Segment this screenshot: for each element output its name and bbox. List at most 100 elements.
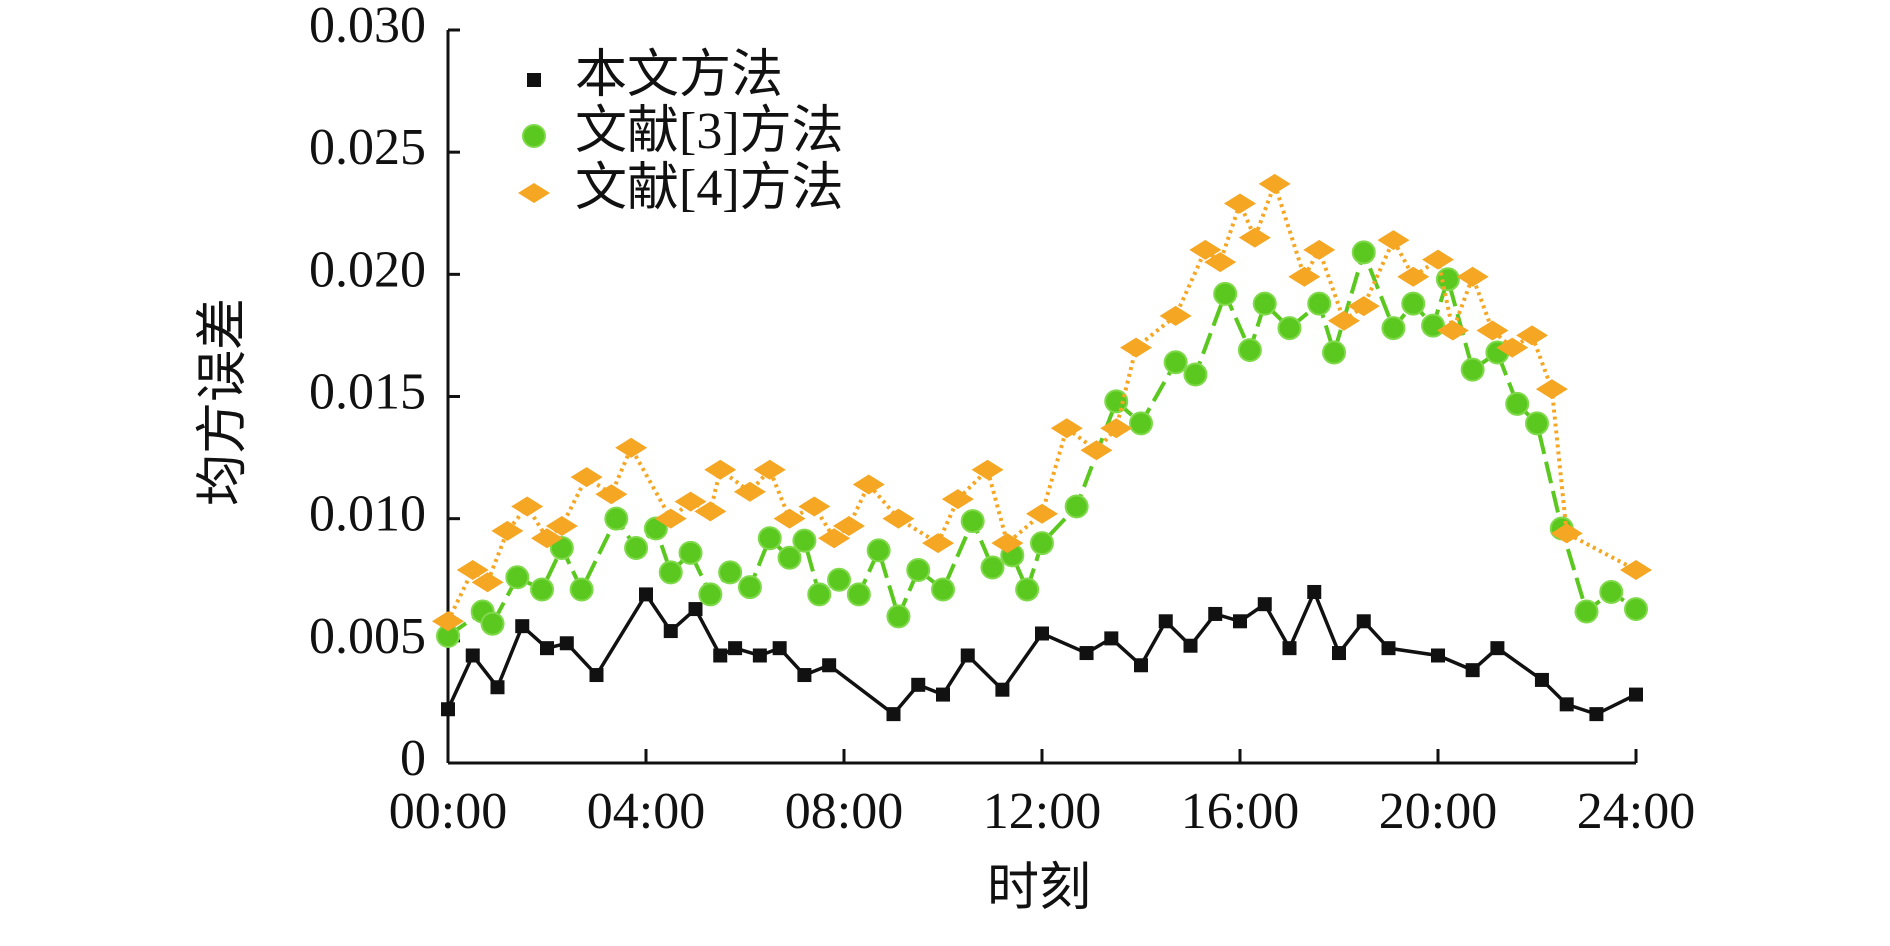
marker bbox=[456, 559, 489, 580]
marker bbox=[1224, 193, 1256, 214]
marker bbox=[757, 526, 782, 551]
marker bbox=[1079, 646, 1094, 661]
marker bbox=[694, 501, 727, 522]
marker bbox=[663, 624, 678, 639]
x-tick-label: 04:00 bbox=[587, 783, 705, 840]
marker bbox=[1435, 267, 1460, 292]
marker bbox=[1574, 599, 1599, 624]
marker bbox=[1183, 362, 1208, 387]
marker bbox=[995, 682, 1010, 697]
marker bbox=[1624, 597, 1648, 622]
marker bbox=[1277, 316, 1302, 341]
marker bbox=[1257, 597, 1272, 612]
x-tick-label: 16:00 bbox=[1181, 783, 1299, 840]
marker bbox=[1104, 389, 1129, 414]
marker bbox=[559, 636, 574, 651]
marker bbox=[807, 582, 832, 607]
marker bbox=[1431, 648, 1445, 663]
marker bbox=[1030, 531, 1054, 556]
marker bbox=[1381, 316, 1406, 341]
marker bbox=[1252, 291, 1277, 316]
marker bbox=[1327, 310, 1360, 331]
legend-marker bbox=[518, 183, 550, 203]
marker bbox=[1490, 641, 1505, 656]
marker bbox=[549, 535, 574, 560]
marker bbox=[1129, 411, 1153, 436]
marker bbox=[1599, 579, 1624, 604]
marker bbox=[1465, 663, 1480, 678]
marker bbox=[1589, 707, 1604, 722]
marker bbox=[530, 577, 555, 602]
marker bbox=[1080, 440, 1113, 461]
marker bbox=[540, 641, 554, 656]
marker bbox=[1381, 641, 1396, 656]
marker bbox=[882, 508, 915, 529]
x-tick-label: 08:00 bbox=[785, 783, 903, 840]
marker bbox=[886, 604, 911, 629]
marker bbox=[490, 680, 505, 695]
marker bbox=[1134, 658, 1148, 673]
marker bbox=[658, 560, 683, 585]
marker bbox=[595, 484, 628, 505]
marker bbox=[480, 611, 505, 636]
marker bbox=[654, 508, 687, 529]
marker bbox=[960, 648, 975, 663]
y-tick-label: 0.010 bbox=[309, 486, 426, 543]
marker bbox=[980, 555, 1005, 580]
marker bbox=[1159, 305, 1192, 326]
marker bbox=[931, 577, 955, 602]
marker bbox=[718, 560, 743, 585]
marker bbox=[1456, 266, 1489, 287]
marker bbox=[1332, 646, 1346, 661]
marker bbox=[1026, 503, 1058, 524]
marker bbox=[1436, 320, 1469, 341]
marker bbox=[1356, 614, 1371, 629]
marker bbox=[713, 648, 728, 663]
marker bbox=[1163, 350, 1188, 375]
marker bbox=[1100, 418, 1133, 439]
legend-label: 文献[4]方法 bbox=[575, 160, 844, 217]
marker bbox=[1421, 313, 1446, 338]
marker bbox=[886, 707, 901, 722]
marker bbox=[1476, 320, 1509, 341]
marker bbox=[471, 572, 504, 593]
marker bbox=[818, 528, 851, 549]
marker bbox=[922, 533, 955, 554]
marker bbox=[515, 619, 530, 634]
x-tick-label: 24:00 bbox=[1577, 783, 1695, 840]
marker bbox=[1377, 230, 1410, 251]
marker bbox=[1282, 641, 1297, 656]
marker bbox=[624, 535, 649, 560]
marker bbox=[432, 611, 464, 632]
marker bbox=[1550, 523, 1583, 544]
marker bbox=[1559, 697, 1574, 712]
marker bbox=[1516, 325, 1549, 346]
marker bbox=[1307, 584, 1322, 599]
y-axis-label: 均方误差 bbox=[195, 298, 252, 506]
marker bbox=[505, 565, 530, 590]
marker bbox=[1401, 291, 1426, 316]
marker bbox=[1183, 638, 1198, 653]
marker bbox=[1322, 340, 1347, 365]
marker bbox=[846, 582, 871, 607]
legend-label: 本文方法 bbox=[575, 47, 783, 104]
marker bbox=[1460, 357, 1485, 382]
marker bbox=[604, 506, 629, 531]
legend-marker bbox=[522, 124, 546, 148]
marker bbox=[1397, 266, 1430, 287]
marker bbox=[569, 577, 594, 602]
marker bbox=[1204, 252, 1237, 273]
x-tick-label: 20:00 bbox=[1379, 783, 1497, 840]
marker bbox=[832, 515, 865, 536]
marker bbox=[678, 540, 703, 565]
marker bbox=[1104, 631, 1119, 646]
y-tick-label: 0.030 bbox=[309, 0, 426, 54]
marker bbox=[1208, 606, 1223, 621]
x-tick-label: 12:00 bbox=[983, 783, 1101, 840]
marker bbox=[1535, 379, 1568, 400]
marker bbox=[570, 467, 603, 488]
marker bbox=[777, 545, 802, 570]
legend-label: 文献[3]方法 bbox=[575, 103, 844, 160]
marker bbox=[773, 508, 806, 529]
